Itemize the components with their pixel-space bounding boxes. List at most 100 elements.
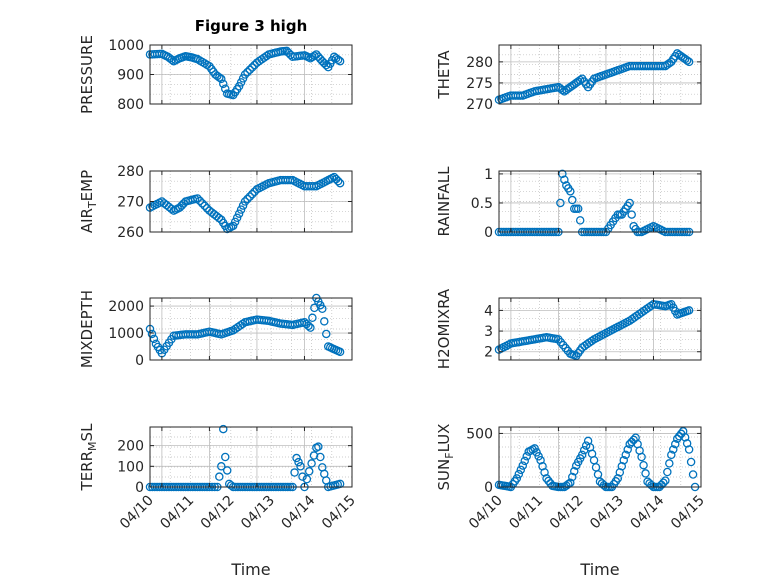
y-tick-label: 1 — [484, 167, 493, 183]
y-tick-label: 1000 — [108, 326, 144, 342]
y-axis-label: TERRMSL — [78, 423, 99, 492]
data-point — [236, 78, 246, 87]
data-point — [591, 463, 601, 472]
x-tick-label: 04/11 — [506, 493, 546, 533]
data-point — [298, 472, 307, 481]
data-point — [647, 480, 656, 490]
subplot-h2omixra: 2 3 4 H2OMIXRA — [435, 288, 702, 369]
data-point — [202, 203, 212, 213]
data-point — [214, 213, 224, 223]
data-points — [145, 172, 345, 234]
y-tick-label: 275 — [466, 76, 493, 92]
data-point — [179, 199, 188, 208]
data-point — [637, 452, 646, 462]
data-point — [219, 79, 228, 89]
data-point — [221, 452, 230, 462]
subplot-rainfall: 0 0.5 1 RAINFALL — [435, 166, 702, 241]
y-tick-label: 280 — [117, 164, 144, 180]
x-tick-label: 04/12 — [547, 493, 587, 533]
data-point — [292, 453, 301, 463]
data-point — [247, 63, 257, 72]
data-point — [228, 221, 238, 231]
data-point — [304, 321, 313, 331]
data-point — [243, 67, 252, 77]
data-point — [629, 435, 638, 445]
data-point — [335, 178, 345, 188]
data-point — [516, 465, 526, 475]
data-point — [639, 460, 648, 470]
data-point — [302, 474, 312, 484]
y-axis-label: SUNFLUX — [435, 424, 456, 491]
data-point — [167, 55, 177, 65]
data-point — [333, 55, 343, 65]
data-point — [314, 442, 323, 451]
y-tick-label: 900 — [117, 68, 144, 84]
data-point — [621, 450, 630, 460]
y-axis-label: AIRTEMP — [78, 170, 99, 233]
data-point — [240, 70, 250, 79]
data-point — [335, 56, 345, 66]
data-point — [641, 469, 650, 478]
data-point — [322, 60, 331, 70]
x-tick-label: 04/10 — [466, 493, 506, 533]
data-point — [589, 455, 599, 465]
data-points — [494, 49, 694, 105]
data-point — [262, 51, 271, 61]
data-point — [318, 304, 327, 314]
data-point — [512, 474, 522, 483]
y-tick-label: 0 — [135, 480, 144, 496]
data-point — [322, 329, 331, 339]
data-point — [665, 459, 674, 468]
axes-box — [149, 297, 353, 361]
y-tick-label: 260 — [117, 225, 144, 241]
data-point — [514, 469, 524, 479]
data-point — [627, 210, 636, 219]
x-axis-label: Time — [230, 560, 270, 579]
y-axis-label: MIXDEPTH — [78, 290, 96, 368]
data-point — [230, 217, 240, 227]
data-point — [198, 199, 207, 208]
grid — [499, 171, 701, 233]
data-point — [564, 479, 573, 489]
x-tick-label: 04/15 — [668, 493, 708, 533]
y-axis-label: PRESSURE — [78, 35, 96, 114]
data-point — [195, 196, 205, 206]
data-point — [669, 445, 678, 454]
axes-box — [498, 44, 702, 105]
data-point — [335, 347, 345, 357]
y-tick-label: 500 — [466, 426, 493, 442]
data-point — [686, 457, 696, 467]
data-point — [294, 457, 303, 467]
data-point — [308, 313, 317, 323]
data-point — [247, 189, 257, 199]
data-point — [575, 216, 585, 225]
x-tick-label: 04/10 — [117, 493, 157, 533]
data-point — [307, 459, 316, 468]
subplot-air-temp: 260 270 280 AIRTEMP — [78, 164, 353, 241]
y-axis-label: H2OMIXRA — [435, 288, 453, 369]
data-point — [558, 85, 567, 95]
data-point — [193, 194, 202, 203]
x-axis-label: Time — [579, 560, 619, 579]
y-tick-label: 2 — [484, 345, 493, 361]
data-point — [625, 198, 634, 208]
data-point — [661, 476, 670, 485]
data-point — [217, 74, 226, 84]
data-points — [494, 299, 694, 361]
data-point — [215, 472, 224, 481]
y-tick-label: 270 — [117, 195, 144, 211]
subplot-mixdepth: 0 1000 2000 MIXDEPTH — [78, 290, 353, 369]
data-points — [145, 46, 345, 100]
data-point — [568, 472, 577, 482]
data-point — [684, 445, 694, 454]
y-tick-label: 3 — [484, 324, 493, 340]
data-point — [556, 198, 565, 208]
axes-box — [498, 170, 702, 233]
data-point — [221, 84, 230, 94]
y-tick-label: 0 — [484, 225, 493, 241]
subplot-pressure: 800 900 1000 PRESSURE — [78, 35, 353, 114]
x-tick-label: 04/15 — [319, 493, 359, 533]
data-point — [566, 187, 575, 196]
data-point — [688, 470, 698, 479]
subplot-terr-msl: 0 100 200 04/10 04/11 04/12 04/13 04/14 04/15 Tim… — [78, 423, 359, 579]
